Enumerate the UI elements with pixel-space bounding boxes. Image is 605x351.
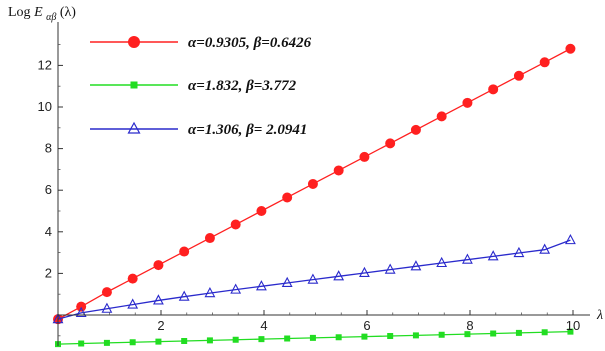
data-point [539,243,551,254]
y-axis-title-e: E [33,5,43,20]
data-point [333,270,345,281]
data-point [281,276,293,288]
data-point [385,138,396,149]
data-point [284,335,291,342]
y-tick-label: 10 [38,99,52,114]
x-tick-label: 6 [363,318,370,333]
data-point [412,332,419,339]
data-point [232,336,239,343]
data-point [462,97,473,108]
data-point [359,266,370,278]
legend-marker [127,121,141,134]
axes-layer [57,22,590,346]
data-point [565,233,576,245]
x-axis-title: λ [596,308,603,323]
data-point [178,290,190,301]
legend: α=0.9305, β=0.6426 α=1.832, β=3.772 α=1.30… [90,35,312,138]
data-point [335,334,342,341]
x-tick-label: 2 [157,318,164,333]
data-point [513,246,525,258]
data-point [307,178,318,189]
y-axis-title: Log E αβ (λ) [8,5,76,24]
data-point [438,331,445,338]
data-point [410,260,422,271]
data-point [410,124,421,135]
data-point [488,84,499,95]
data-point [230,283,242,294]
data-point [101,302,113,313]
data-point [462,253,473,264]
x-tick-label: 8 [466,318,473,333]
data-point [127,298,139,309]
x-tick-label: 10 [566,318,580,333]
y-tick-label: 12 [38,57,52,72]
data-point [153,294,164,305]
series-2 [55,328,574,348]
series-line [57,239,571,320]
data-point [541,329,548,336]
series-layer [52,43,576,348]
data-point [490,330,497,337]
y-tick-label: 2 [45,265,52,280]
y-axis-title-arg: (λ) [60,5,76,20]
data-point [155,338,162,345]
data-point [387,333,394,340]
data-point [307,273,319,284]
data-point [75,306,87,317]
legend-item: α=0.9305, β=0.6426 [90,35,312,51]
data-point [204,286,216,298]
data-point [539,57,550,68]
data-point [179,246,190,257]
legend-label: α=1.832, β=3.772 [188,78,297,94]
data-point [103,339,110,346]
data-point [153,260,164,271]
data-point [515,329,522,336]
legend-label: α=1.306, β= 2.0941 [188,122,307,138]
x-tick-label: 4 [260,318,267,333]
data-point [309,334,316,341]
data-point [436,111,447,122]
data-point [487,250,499,261]
y-tick-label: 8 [45,141,52,156]
data-point [206,337,213,344]
data-point [127,273,138,284]
data-point [333,165,344,176]
data-point [256,280,267,291]
data-point [258,336,265,343]
series-1 [53,43,576,325]
y-tick-label: 4 [45,224,52,239]
data-point [256,206,267,216]
data-point [565,43,576,54]
legend-item: α=1.832, β=3.772 [90,78,297,94]
data-point [567,328,574,335]
data-point [384,263,396,274]
data-point [76,301,87,312]
legend-marker [130,81,138,89]
y-tick-label: 6 [45,182,52,197]
legend-item: α=1.306, β= 2.0941 [90,121,307,138]
legend-marker [128,36,140,48]
data-point [230,219,241,230]
y-axis-title-subscript: αβ [46,12,56,23]
legend-label: α=0.9305, β=0.6426 [188,35,312,51]
data-point [436,256,448,268]
data-point [78,340,85,347]
ticks-layer: 2 4 6 8 10 2 4 6 8 10 12 [38,44,580,337]
data-point [129,339,136,346]
data-point [359,151,370,162]
data-point [282,192,293,203]
data-point [361,333,368,340]
data-point [464,331,471,338]
data-point [204,233,215,244]
data-point [513,70,524,81]
data-point [181,338,188,344]
series-3 [52,233,576,324]
data-point [101,287,112,298]
y-axis-title-log: Log [8,5,34,20]
